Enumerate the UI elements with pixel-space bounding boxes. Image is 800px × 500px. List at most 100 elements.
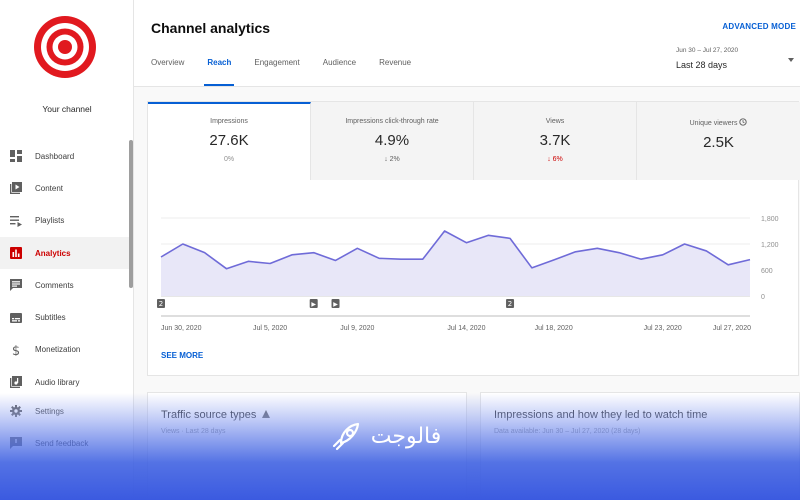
sidebar-nav: Dashboard Content Playlists Analytics Co… <box>0 140 130 398</box>
sidebar-item-content[interactable]: Content <box>0 172 130 204</box>
svg-text:$: $ <box>12 344 20 356</box>
video-marker-label: 2 <box>159 300 163 308</box>
metric-views[interactable]: Views 3.7K ↓ 6% <box>474 102 637 180</box>
sidebar-item-comments[interactable]: Comments <box>0 269 130 301</box>
sidebar-item-monetization[interactable]: $ Monetization <box>0 334 130 366</box>
tab-reach[interactable]: Reach <box>204 58 235 86</box>
sidebar-item-dashboard[interactable]: Dashboard <box>0 140 130 172</box>
sidebar-item-playlists[interactable]: Playlists <box>0 205 130 237</box>
date-range-label: Last 28 days <box>676 60 728 70</box>
impressions-line-chart[interactable]: 1,800 1,200 600 0 2 ▶ ▶ 2 Jun 30, 2020 Jul 5, 202… <box>148 180 800 340</box>
x-tick-label: Jun 30, 2020 <box>161 325 202 332</box>
video-marker <box>331 299 340 308</box>
sidebar-scrollbar[interactable] <box>129 140 133 288</box>
channel-logo-icon[interactable] <box>34 16 96 78</box>
tab-revenue[interactable]: Revenue <box>379 58 412 67</box>
sidebar-item-send-feedback[interactable]: Send feedback <box>0 427 130 459</box>
metric-label-text: Unique viewers <box>689 120 738 127</box>
sidebar-item-label: Dashboard <box>35 151 75 161</box>
page-header: Channel analytics ADVANCED MODE Overview… <box>134 0 800 87</box>
metric-value: 4.9% <box>374 132 410 149</box>
x-tick-label: Jul 27, 2020 <box>713 325 751 332</box>
reach-chart-card: Impressions 27.6K 0% Impressions click-t… <box>147 101 800 376</box>
sidebar-item-label: Subtitles <box>35 313 66 323</box>
sidebar-bottom-nav: Settings Send feedback <box>0 395 130 460</box>
comment-icon <box>10 279 22 292</box>
y-tick-label: 1,800 <box>761 216 779 223</box>
video-marker-label: ▶ <box>311 301 316 308</box>
video-marker <box>157 299 165 308</box>
sidebar-item-label: Audio library <box>35 377 80 387</box>
metric-label: Impressions click-through rate <box>345 118 439 125</box>
card-subtitle: Views · Last 28 days <box>161 428 226 435</box>
card-title-text: Traffic source types <box>161 409 257 421</box>
metric-ctr[interactable]: Impressions click-through rate 4.9% ↓ 2% <box>311 102 474 180</box>
audio-library-icon <box>10 376 22 389</box>
y-tick-label: 600 <box>761 268 773 275</box>
metric-impressions[interactable]: Impressions 27.6K 0% <box>148 102 311 180</box>
video-marker <box>309 299 318 308</box>
tab-audience[interactable]: Audience <box>322 58 357 67</box>
x-tick-label: Jul 23, 2020 <box>644 325 682 332</box>
see-more-link[interactable]: SEE MORE <box>161 351 204 360</box>
sidebar: Your channel Dashboard Content Playlists… <box>0 0 134 500</box>
sidebar-item-label: Analytics <box>35 248 71 258</box>
sidebar-item-analytics[interactable]: Analytics <box>0 236 130 270</box>
metric-unique-viewers[interactable]: Unique viewers 2.5K <box>637 102 800 180</box>
y-tick-label: 1,200 <box>761 242 779 249</box>
sidebar-item-label: Monetization <box>35 345 81 355</box>
video-library-icon <box>10 182 22 195</box>
sidebar-item-subtitles[interactable]: Subtitles <box>0 301 130 333</box>
chevron-down-icon[interactable] <box>788 58 794 62</box>
y-tick-label: 0 <box>761 294 765 301</box>
dollar-icon: $ <box>12 344 20 356</box>
series-area <box>161 231 750 296</box>
analytics-icon <box>10 247 22 260</box>
sidebar-item-label: Settings <box>35 406 64 416</box>
sidebar-item-label: Send feedback <box>35 438 89 448</box>
sidebar-item-label: Content <box>35 183 64 193</box>
metric-value: 3.7K <box>539 132 571 149</box>
warning-triangle-icon <box>262 410 271 418</box>
metric-value: 2.5K <box>703 134 734 151</box>
analytics-tabs: Overview Reach Engagement Audience Reven… <box>151 58 434 86</box>
metric-label: Views <box>545 118 565 125</box>
feedback-icon <box>10 437 22 450</box>
card-title: Impressions and how they led to watch ti… <box>494 409 708 421</box>
sidebar-item-audio-library[interactable]: Audio library <box>0 366 130 398</box>
video-marker <box>506 299 515 308</box>
channel-name[interactable]: Your channel <box>42 104 92 114</box>
metric-label: Impressions <box>210 118 248 125</box>
playlist-icon <box>10 215 22 227</box>
page-title: Channel analytics <box>151 20 271 36</box>
sidebar-item-label: Comments <box>35 280 74 290</box>
x-tick-label: Jul 9, 2020 <box>340 325 374 332</box>
sidebar-item-label: Playlists <box>35 216 65 226</box>
series-line <box>160 230 751 270</box>
date-range-dates: Jun 30 – Jul 27, 2020 <box>676 47 739 54</box>
watermark-text: فالوجت <box>371 424 442 449</box>
impressions-funnel-card: Impressions and how they led to watch ti… <box>480 392 800 500</box>
gear-icon <box>10 405 22 418</box>
x-tick-label: Jul 18, 2020 <box>535 325 573 332</box>
video-marker-label: 2 <box>508 300 512 308</box>
metric-change: ↓ 6% <box>547 156 563 163</box>
metric-value: 27.6K <box>209 132 249 149</box>
x-tick-label: Jul 5, 2020 <box>253 325 287 332</box>
sidebar-item-settings[interactable]: Settings <box>0 395 130 427</box>
clock-icon <box>739 118 748 126</box>
x-tick-label: Jul 14, 2020 <box>447 325 485 332</box>
tab-overview[interactable]: Overview <box>151 58 185 67</box>
card-subtitle: Data available: Jun 30 – Jul 27, 2020 (2… <box>494 428 641 435</box>
advanced-mode-button[interactable]: ADVANCED MODE <box>722 22 796 31</box>
card-title: Traffic source types <box>161 409 271 421</box>
tab-engagement[interactable]: Engagement <box>254 58 300 67</box>
metric-change: ↓ 2% <box>384 156 400 163</box>
subtitles-icon <box>10 312 22 323</box>
followjet-watermark-logo: فالوجت <box>332 422 442 451</box>
dashboard-icon <box>10 150 22 163</box>
date-range-selector[interactable]: Jun 30 – Jul 27, 2020 Last 28 days <box>676 47 738 70</box>
video-marker-label: ▶ <box>333 301 338 308</box>
metric-tabs: Impressions 27.6K 0% Impressions click-t… <box>148 102 800 180</box>
